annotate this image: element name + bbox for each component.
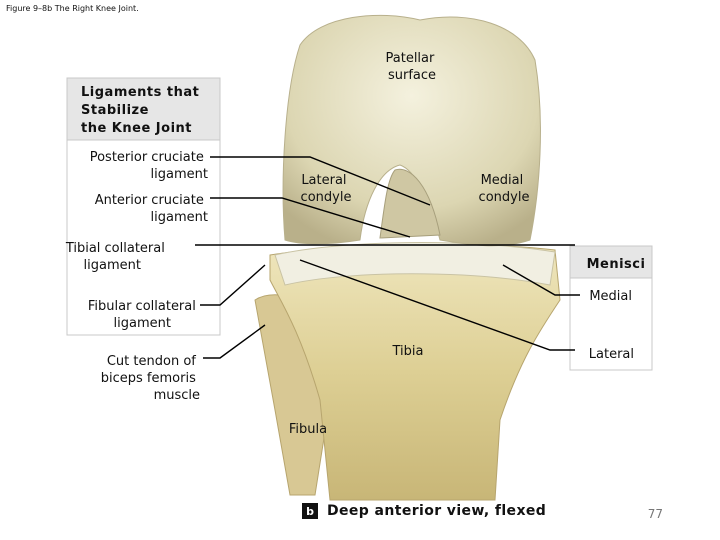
caption-badge [302, 503, 318, 519]
text-line: muscle [154, 388, 200, 403]
panel-title: Menisci [587, 257, 646, 272]
text-line: Cut tendon of [107, 354, 196, 369]
panel-title: Ligaments that Stabilize the Knee Joint [81, 85, 204, 136]
text-line: ligament [151, 210, 208, 225]
text-line: Fibular collateral [88, 299, 196, 314]
label: Medial [589, 289, 632, 304]
text-line: Tibial collateral [65, 241, 165, 256]
label: Anterior cruciate ligament [95, 193, 208, 225]
knee-image [254, 14, 561, 501]
label: Fibular collateral ligament [88, 299, 200, 331]
text-line: ligament [151, 167, 208, 182]
text-line: Stabilize [81, 103, 149, 118]
text-line: Posterior cruciate [90, 150, 204, 165]
menisci-header [569, 245, 653, 279]
label: Posterior cruciate ligament [90, 150, 208, 182]
text-line: condyle [479, 190, 530, 205]
label: Tibia [392, 344, 424, 359]
text-line: Patellar [386, 51, 436, 66]
caption-badge-text: b [306, 505, 314, 518]
text-line: ligament [114, 316, 171, 331]
text-line: the Knee Joint [81, 121, 192, 136]
label: Cut tendon of biceps femoris muscle [101, 354, 200, 403]
label: Lateral [589, 347, 634, 362]
figure-title: Figure 9–8b The Right Knee Joint. [6, 4, 139, 13]
left-panel-header [66, 77, 221, 141]
text-line: Lateral [301, 173, 346, 188]
label: Patellar surface [386, 51, 439, 83]
caption: Deep anterior view, flexed [327, 503, 546, 519]
label: Tibial collateral ligament [65, 241, 169, 273]
leader-lines [195, 156, 580, 359]
text-line: biceps femoris [101, 371, 196, 386]
page-number: 77 [648, 507, 663, 521]
text-line: condyle [301, 190, 352, 205]
text-line: surface [388, 68, 436, 83]
label: Medial condyle [479, 173, 530, 205]
text-line: ligament [84, 258, 141, 273]
label: Lateral condyle [301, 173, 352, 205]
label: Fibula [289, 422, 327, 437]
text-line: Medial [481, 173, 524, 188]
text-line: Anterior cruciate [95, 193, 204, 208]
text-line: Ligaments that [81, 85, 199, 100]
